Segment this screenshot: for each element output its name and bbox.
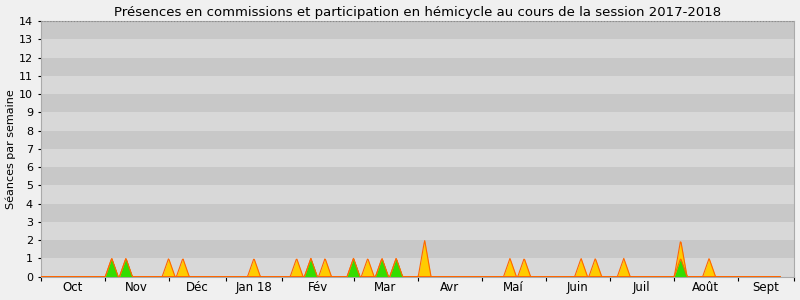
Bar xyxy=(41,222,794,240)
Bar xyxy=(41,204,794,222)
Bar xyxy=(41,185,794,204)
Title: Présences en commissions et participation en hémicycle au cours de la session 20: Présences en commissions et participatio… xyxy=(114,6,721,19)
Bar xyxy=(41,258,794,277)
Bar xyxy=(41,58,794,76)
Bar xyxy=(41,240,794,258)
Bar xyxy=(41,167,794,185)
Bar xyxy=(41,130,794,149)
Bar xyxy=(41,76,794,94)
Bar xyxy=(41,94,794,112)
Y-axis label: Séances par semaine: Séances par semaine xyxy=(6,89,16,209)
Bar xyxy=(41,112,794,130)
Bar xyxy=(41,39,794,58)
Bar xyxy=(41,21,794,39)
Bar xyxy=(41,149,794,167)
